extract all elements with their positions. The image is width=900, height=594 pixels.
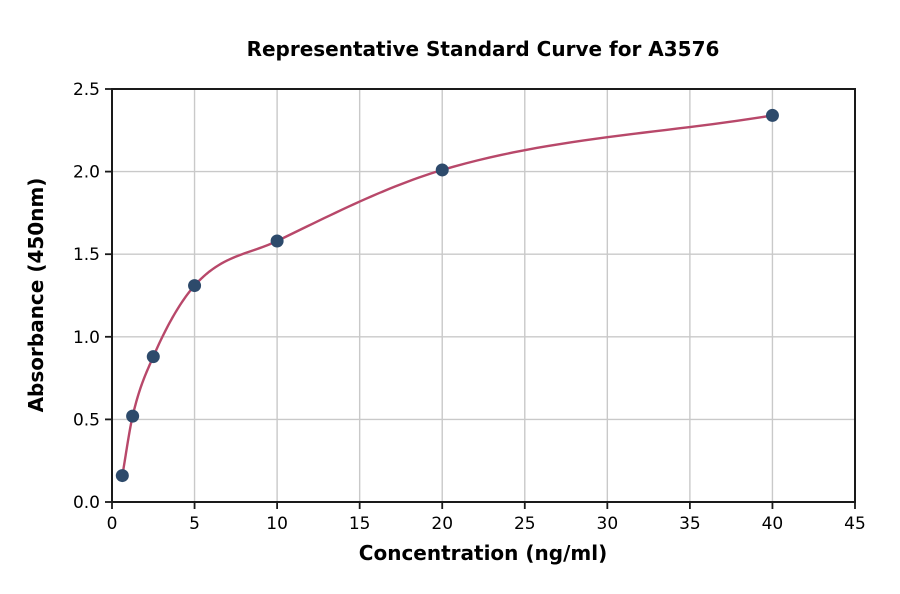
plot-border xyxy=(111,88,856,503)
x-tick-label: 40 xyxy=(762,514,784,534)
data-point xyxy=(146,350,160,364)
data-point xyxy=(115,469,129,483)
y-tick-label: 1.0 xyxy=(73,328,100,348)
y-axis-label: Absorbance (450nm) xyxy=(24,178,48,413)
x-tick-label: 0 xyxy=(107,514,118,534)
x-tick-label: 30 xyxy=(597,514,619,534)
x-tick-label: 5 xyxy=(189,514,200,534)
data-point xyxy=(765,108,779,122)
grid-lines xyxy=(112,88,856,502)
y-tick-label: 2.0 xyxy=(73,163,100,183)
x-axis-label: Concentration (ng/ml) xyxy=(359,541,607,565)
axes xyxy=(105,88,856,509)
x-tick-label: 15 xyxy=(349,514,371,534)
chart-title: Representative Standard Curve for A3576 xyxy=(247,37,720,61)
x-tick-label: 10 xyxy=(266,514,288,534)
x-tick-label: 25 xyxy=(514,514,536,534)
x-tick-label: 20 xyxy=(431,514,453,534)
data-point xyxy=(188,279,202,293)
data-point xyxy=(270,234,284,248)
data-layer xyxy=(115,108,779,483)
x-tick-label: 35 xyxy=(679,514,701,534)
data-point xyxy=(126,409,140,423)
y-tick-label: 1.5 xyxy=(73,245,100,265)
y-tick-label: 0.5 xyxy=(73,410,100,430)
y-tick-label: 2.5 xyxy=(73,80,100,100)
tick-labels: 0 5 10 15 20 25 30 35 40 45 0.0 0.5 1.0 1.5 2.0 2.5 xyxy=(73,80,866,534)
x-tick-label: 45 xyxy=(844,514,866,534)
data-point xyxy=(435,163,449,177)
y-tick-label: 0.0 xyxy=(73,493,100,513)
